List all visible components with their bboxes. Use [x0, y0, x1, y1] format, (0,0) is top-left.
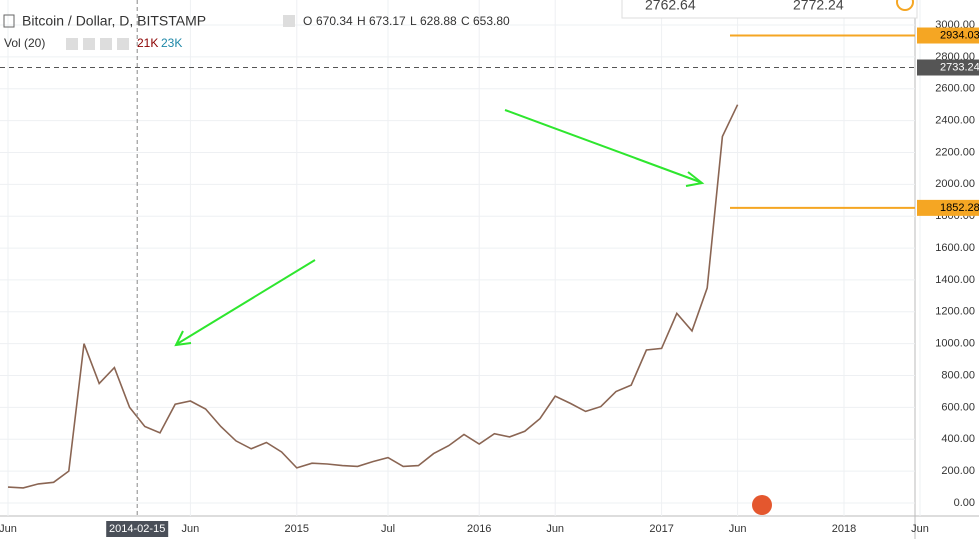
crosshair-label-box: [106, 521, 169, 537]
y-tick-label: 2200.00: [935, 146, 975, 158]
bid-price: 2762.64: [645, 0, 696, 13]
flag-icon[interactable]: [752, 495, 772, 515]
y-tick-label: 1000.00: [935, 338, 975, 350]
y-tick-label: 1400.00: [935, 274, 975, 286]
ask-price: 2772.24: [793, 0, 844, 13]
price-label: 2934.03: [940, 29, 979, 41]
arrowhead: [685, 171, 705, 187]
grid: [0, 0, 921, 516]
x-tick-label: 2018: [832, 523, 856, 535]
collapse-icon[interactable]: [3, 14, 15, 28]
settings-icon[interactable]: [283, 15, 295, 27]
alert-icon[interactable]: [896, 0, 914, 11]
y-tick-label: 2000.00: [935, 178, 975, 190]
icon[interactable]: [100, 38, 112, 50]
marks: [0, 34, 915, 489]
low-label: L: [410, 14, 417, 28]
price-label-box: [917, 199, 979, 216]
x-tick-label: Jun: [546, 523, 564, 535]
annotation-arrows: [174, 109, 705, 347]
crosshair-label: 2014-02-15: [109, 523, 165, 535]
y-tick-label: 0.00: [954, 497, 975, 509]
y-tick-label: 2600.00: [935, 83, 975, 95]
y-tick-label: 200.00: [941, 465, 975, 477]
close-label: C: [461, 14, 470, 28]
icon[interactable]: [117, 38, 129, 50]
icon[interactable]: [83, 38, 95, 50]
x-tick-label: Jun: [182, 523, 200, 535]
open-label: O: [303, 14, 312, 28]
price-label-box: [917, 27, 979, 44]
x-tick-label: 2016: [467, 523, 491, 535]
symbol-title: Bitcoin / Dollar, D, BITSTAMP: [22, 13, 206, 29]
icon[interactable]: [66, 38, 78, 50]
price-label: 2733.24: [940, 61, 979, 73]
x-tick-label: Jun: [911, 523, 929, 535]
x-tick-label: 2017: [649, 523, 673, 535]
volume-label: Vol (20): [4, 36, 45, 50]
y-tick-label: 1200.00: [935, 306, 975, 318]
price-label-box: [917, 59, 979, 76]
quote-box: [621, 0, 918, 19]
close-value: 653.80: [473, 14, 510, 28]
y-tick-label: 2400.00: [935, 115, 975, 127]
y-tick-label: 1600.00: [935, 242, 975, 254]
y-tick-label: 800.00: [941, 369, 975, 381]
price-line-series: [7, 104, 739, 489]
x-tick-label: 2015: [285, 523, 309, 535]
arrowhead: [174, 330, 192, 347]
x-tick-label: Jun: [729, 523, 747, 535]
x-tick-label: Jul: [381, 523, 395, 535]
x-tick-label: Jun: [0, 523, 17, 535]
y-tick-label: 600.00: [941, 401, 975, 413]
low-value: 628.88: [420, 14, 457, 28]
high-value: 673.17: [369, 14, 406, 28]
volume-ma-value: 23K: [161, 36, 182, 50]
arrow: [176, 259, 316, 345]
y-tick-label: 400.00: [941, 433, 975, 445]
price-label: 1852.28: [940, 202, 979, 214]
volume-value: 21K: [137, 36, 158, 50]
high-label: H: [357, 14, 366, 28]
open-value: 670.34: [316, 14, 353, 28]
arrow: [504, 109, 701, 183]
volume-icons: [66, 38, 129, 50]
